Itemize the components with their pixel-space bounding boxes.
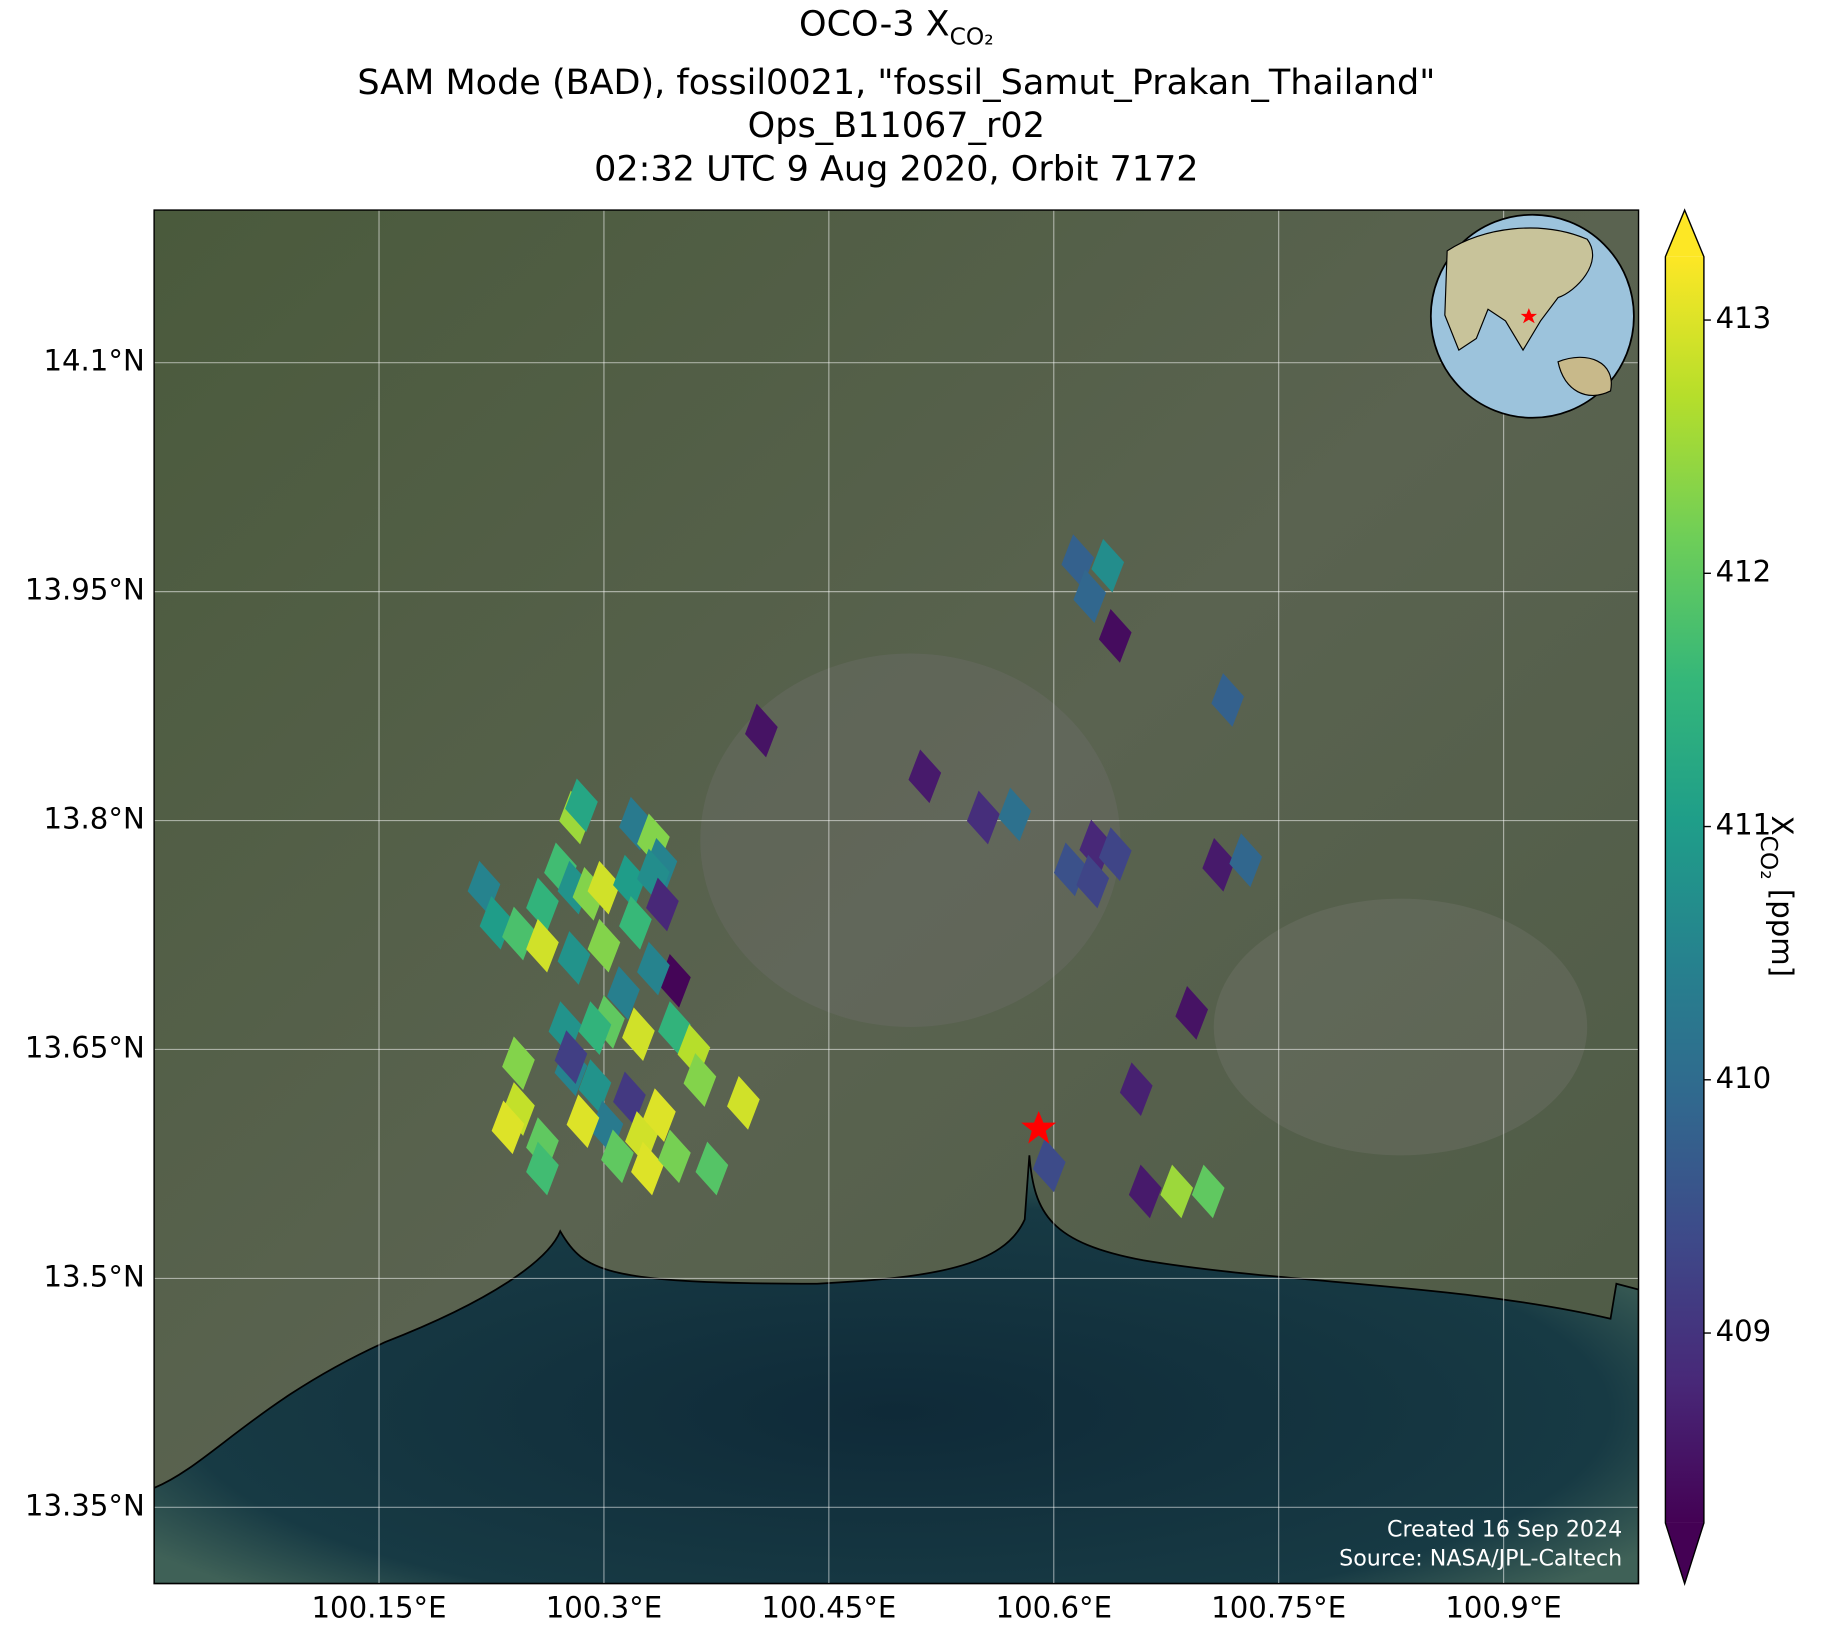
sounding [565,778,598,833]
title-line: 02:32 UTC 9 Aug 2020, Orbit 7172 [594,149,1198,189]
target-marker [1021,1111,1057,1144]
y-tick-label: 14.1°N [43,344,144,378]
sounding [683,1053,717,1107]
colorbar-extend-max [1665,210,1704,257]
x-tick-label: 100.3°E [546,1590,662,1624]
y-tick-label: 13.8°N [43,802,144,836]
sounding [745,703,778,758]
sounding [1191,1164,1225,1219]
colorbar-tick-label: 413 [1716,301,1772,335]
sounding [1073,569,1107,624]
sounding [1211,673,1245,727]
colorbar-tick-label: 411 [1716,808,1772,842]
sounding [1032,1138,1066,1193]
sounding [526,1141,559,1196]
sounding [613,1071,646,1126]
globe-inset [1429,213,1635,419]
city [700,653,1121,1027]
sounding [1175,986,1209,1040]
sounding [502,906,535,961]
x-tick-label: 100.45°E [761,1590,896,1624]
sounding [502,1036,535,1091]
y-tick-label: 13.5°N [43,1259,144,1293]
sounding [1229,833,1263,888]
sounding [727,1076,760,1130]
sounding [613,854,646,909]
sounding [1128,1164,1162,1219]
y-tick-label: 13.95°N [25,573,145,607]
colorbar-frame [1664,208,1705,1586]
colorbar-tick-label: 409 [1716,1314,1772,1348]
sounding [631,1141,664,1196]
sounding [1160,1164,1194,1219]
sounding [587,918,621,973]
title-line: Ops_B11067_r02 [748,106,1045,146]
sounding [607,966,640,1020]
sounding [1098,827,1132,881]
sounding [578,1059,612,1113]
sounding [1076,854,1110,909]
colorbar-unit: [ppm] [1765,889,1799,977]
colorbar-subscript: CO₂ [1756,836,1784,880]
colorbar: 409 410 411 412 413 [1664,208,1772,1586]
sounding [1202,837,1236,892]
sounding [502,1082,535,1136]
title-symbol: OCO-3 X [799,5,950,45]
sounding [578,1001,612,1055]
sounding [622,1007,655,1062]
sounding [557,931,591,985]
globe-land [1557,356,1612,396]
x-tick-label: 100.15°E [312,1590,447,1624]
sounding [526,877,559,932]
sounding [646,877,679,932]
sounding [566,1094,600,1149]
map-frame [153,209,1640,1585]
colorbar-symbol: X [1765,816,1799,836]
sounding [966,790,1000,845]
sounding [572,866,606,921]
colorbar-tick-label: 410 [1716,1061,1772,1095]
x-tick-label: 100.75°E [1211,1590,1346,1624]
colorbar-extend-min [1665,1522,1704,1584]
footer-source: Source: NASA/JPL-Caltech [1339,1546,1622,1572]
x-tick-label: 100.9°E [1445,1590,1561,1624]
globe-marker [1520,308,1538,324]
sounding [601,1129,634,1184]
y-tick-label: 13.65°N [25,1030,145,1064]
colorbar-tick-label: 412 [1716,554,1772,588]
sounding [643,1088,676,1142]
sounding [908,749,942,804]
globe-land [1444,227,1594,352]
title: OCO-3 XCO₂ [799,5,994,50]
sounding [695,1141,729,1196]
colorbar-label: XCO₂ [ppm] [1756,816,1799,977]
map: Created 16 Sep 2024 Source: NASA/JPL-Cal… [154,210,1639,1584]
sounding [619,895,652,950]
y-tick-label: 13.35°N [25,1488,145,1522]
x-tick-label: 100.6°E [996,1590,1112,1624]
sounding [1119,1062,1153,1117]
sounding [1098,609,1132,663]
sounding [637,941,670,996]
title-subscript: CO₂ [950,22,994,50]
footer-created: Created 16 Sep 2024 [1387,1516,1622,1542]
sounding [526,918,559,973]
sounding [491,1100,525,1155]
sounding [554,1030,588,1084]
colorbar-body [1665,256,1704,1523]
town [1213,898,1588,1156]
sounding [658,1129,691,1184]
title-line: SAM Mode (BAD), fossil0021, "fossil_Samu… [357,63,1435,103]
sounding [998,787,1032,842]
sounding [1091,538,1125,593]
sounding [587,860,621,915]
